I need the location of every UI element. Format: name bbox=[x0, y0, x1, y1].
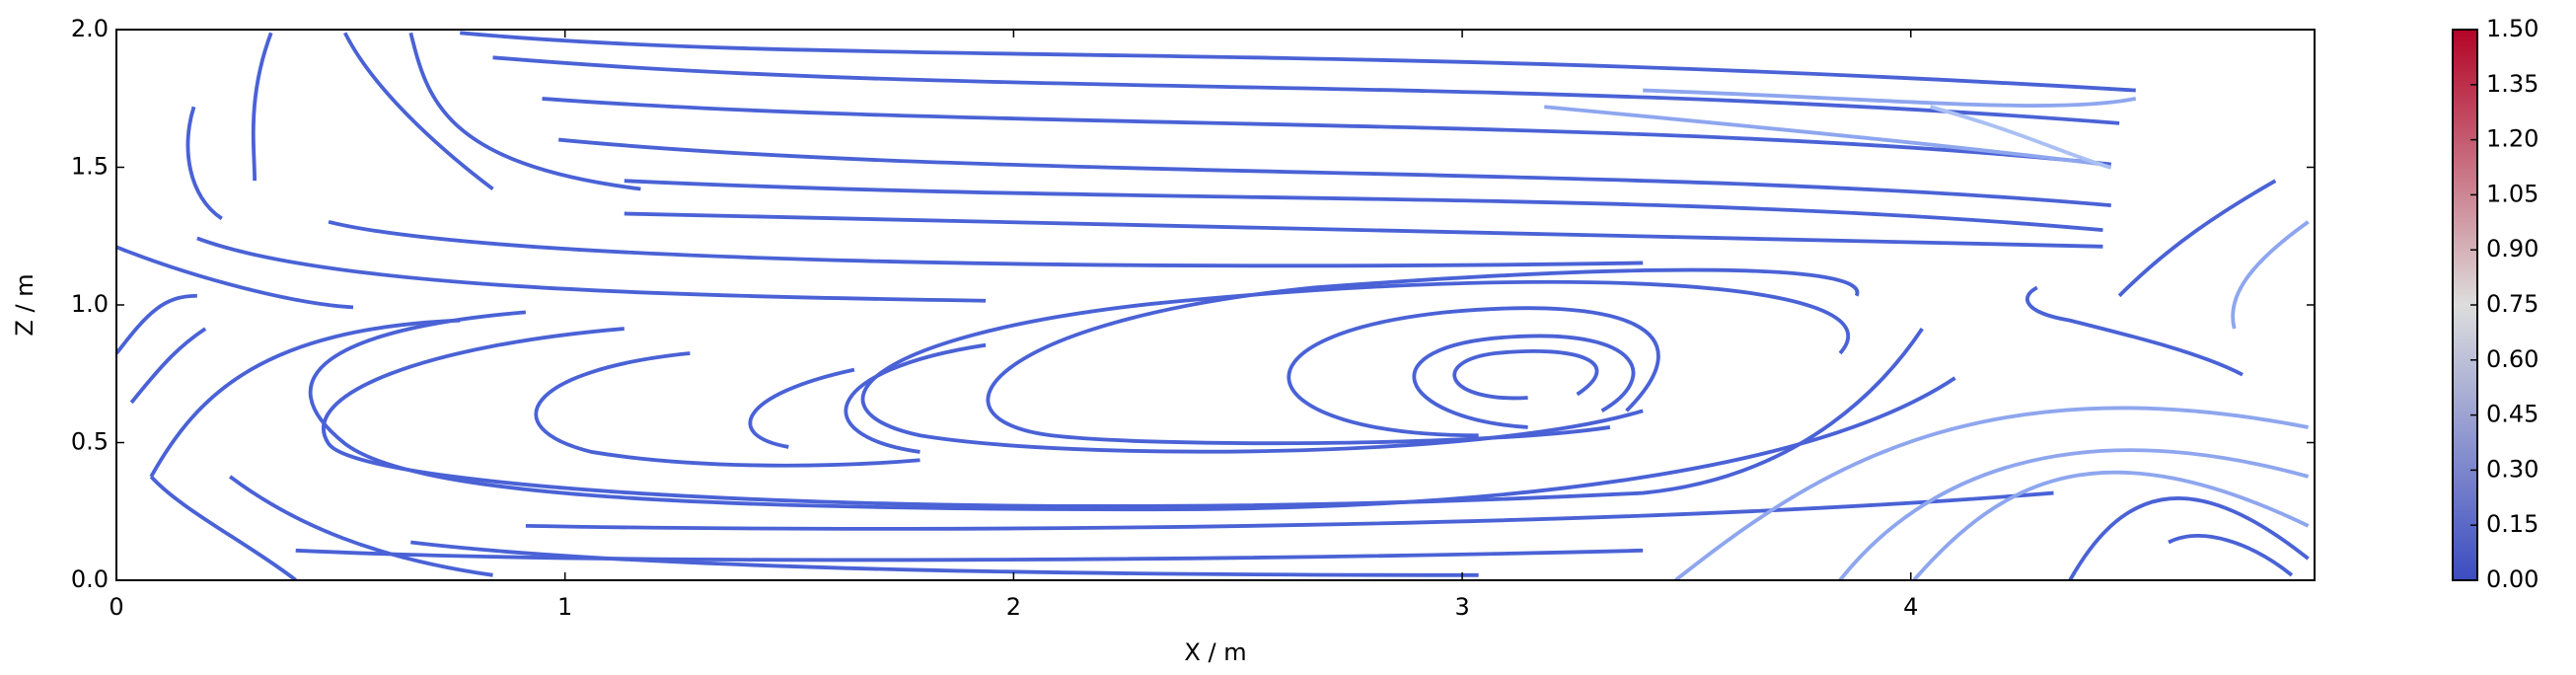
x-tick-label: 1 bbox=[557, 593, 572, 621]
colorbar-tick-label: 1.50 bbox=[2486, 15, 2539, 42]
colorbar-tick-label: 0.15 bbox=[2486, 510, 2539, 538]
y-tick-label: 1.0 bbox=[71, 290, 109, 318]
colorbar-tick-label: 0.90 bbox=[2486, 235, 2539, 262]
x-tick-label: 4 bbox=[1903, 593, 1918, 621]
x-tick-label: 3 bbox=[1454, 593, 1469, 621]
x-axis-label: X / m bbox=[1184, 638, 1246, 666]
x-tick-label: 0 bbox=[109, 593, 123, 621]
colorbar-tick-label: 1.05 bbox=[2486, 180, 2539, 207]
colorbar-tick-label: 1.20 bbox=[2486, 125, 2539, 153]
y-tick-label: 0.0 bbox=[71, 565, 109, 593]
colorbar-tick-label: 0.60 bbox=[2486, 345, 2539, 373]
colorbar-tick-label: 1.35 bbox=[2486, 70, 2539, 98]
y-tick-label: 2.0 bbox=[71, 15, 109, 42]
colorbar-tick-label: 0.30 bbox=[2486, 455, 2539, 483]
colorbar-tick-label: 0.45 bbox=[2486, 401, 2539, 428]
colorbar-tick-label: 0.75 bbox=[2486, 290, 2539, 318]
x-tick-label: 2 bbox=[1006, 593, 1021, 621]
colorbar-tick-label: 0.00 bbox=[2486, 565, 2539, 593]
y-tick-label: 0.5 bbox=[71, 428, 109, 456]
y-axis-label: Z / m bbox=[11, 273, 38, 336]
y-tick-label: 1.5 bbox=[71, 153, 109, 181]
streamlines bbox=[116, 31, 2310, 580]
